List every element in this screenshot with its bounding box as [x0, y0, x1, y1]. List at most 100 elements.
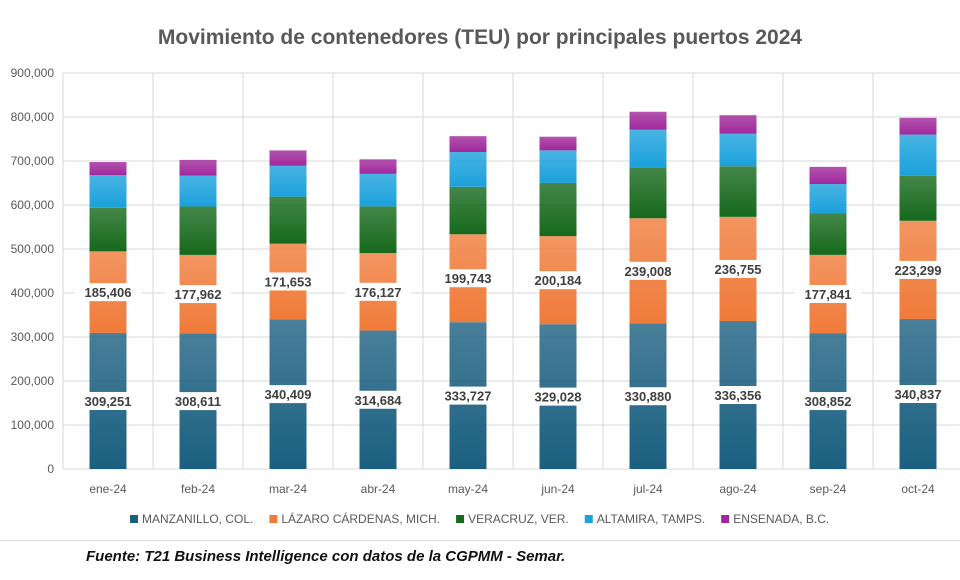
data-label-bg — [165, 285, 231, 304]
data-label-bg — [525, 271, 591, 290]
bar-segment — [449, 151, 487, 187]
legend-swatch — [130, 515, 138, 523]
divider — [0, 540, 960, 541]
bar-segment — [89, 175, 127, 208]
chart-title: Movimiento de contenedores (TEU) por pri… — [157, 26, 803, 49]
legend-swatch — [721, 515, 730, 523]
bar-segment — [449, 136, 487, 152]
y-tick-label: 200,000 — [11, 374, 55, 388]
bar-segment — [809, 166, 847, 185]
bar-segment — [719, 133, 757, 167]
data-label: 177,841 — [805, 287, 852, 302]
bar-segment — [269, 196, 307, 244]
legend-label: MANZANILLO, COL. — [142, 512, 253, 526]
bar-segment — [539, 150, 577, 183]
data-label-bg — [525, 387, 591, 406]
data-label: 309,251 — [85, 394, 132, 409]
bar-segment — [179, 206, 217, 255]
data-label-bg — [435, 386, 501, 405]
bar-segment — [629, 111, 667, 130]
data-label-bg — [615, 387, 681, 406]
x-tick-label: jul-24 — [632, 482, 663, 496]
data-label-bg — [795, 392, 861, 411]
data-label-bg — [885, 260, 951, 279]
y-tick-label: 800,000 — [11, 110, 55, 124]
data-label-bg — [75, 391, 141, 410]
y-tick-label: 500,000 — [11, 242, 55, 256]
x-tick-label: ago-24 — [719, 482, 757, 496]
bar-segment — [899, 175, 937, 221]
data-label: 185,406 — [85, 285, 132, 300]
data-label-bg — [795, 284, 861, 303]
data-label-bg — [255, 272, 321, 291]
data-label-bg — [345, 390, 411, 409]
x-tick-label: feb-24 — [181, 482, 215, 496]
x-tick-label: sep-24 — [810, 482, 847, 496]
data-label-bg — [345, 282, 411, 301]
bar-segment — [89, 207, 127, 252]
data-label: 340,409 — [265, 387, 312, 402]
legend-label: ALTAMIRA, TAMPS. — [597, 512, 705, 526]
x-tick-label: oct-24 — [901, 482, 935, 496]
data-label: 308,852 — [805, 394, 852, 409]
data-label: 314,684 — [355, 393, 403, 408]
bar-segment — [809, 184, 847, 214]
data-label: 200,184 — [535, 273, 583, 288]
legend-label: VERACRUZ, VER. — [468, 512, 569, 526]
y-tick-label: 600,000 — [11, 198, 55, 212]
data-label-bg — [705, 386, 771, 405]
bar-segment — [629, 167, 667, 219]
legend-swatch — [269, 515, 278, 523]
x-tick-label: ene-24 — [89, 482, 127, 496]
data-label: 176,127 — [355, 285, 402, 300]
data-label: 239,008 — [625, 264, 672, 279]
bar-segment — [719, 166, 757, 217]
bar-segment — [539, 136, 577, 151]
bar-segment — [449, 186, 487, 235]
bar-segment — [899, 134, 937, 176]
bar-segment — [269, 165, 307, 197]
legend-swatch — [456, 515, 465, 523]
data-label: 199,743 — [445, 271, 492, 286]
data-label: 177,962 — [175, 287, 222, 302]
data-label: 329,028 — [535, 390, 582, 405]
bar-segment — [89, 162, 127, 176]
data-label-bg — [615, 261, 681, 280]
bar-segment — [809, 213, 847, 255]
legend-label: LÁZARO CÁRDENAS, MICH. — [281, 511, 440, 526]
data-label: 330,880 — [625, 389, 672, 404]
data-label-bg — [705, 259, 771, 278]
data-label: 236,755 — [715, 262, 762, 277]
y-tick-label: 0 — [47, 462, 54, 476]
bar-segment — [359, 206, 397, 254]
y-tick-label: 700,000 — [11, 154, 55, 168]
bar-segment — [269, 150, 307, 166]
data-label: 171,653 — [265, 274, 312, 289]
data-label: 336,356 — [715, 388, 762, 403]
data-label-bg — [255, 385, 321, 404]
data-label: 223,299 — [895, 263, 942, 278]
bar-segment — [359, 173, 397, 207]
data-label-bg — [885, 385, 951, 404]
bar-segment — [629, 129, 667, 168]
y-tick-label: 400,000 — [11, 286, 55, 300]
bar-segment — [179, 159, 217, 176]
data-label-bg — [75, 283, 141, 302]
y-tick-label: 100,000 — [11, 418, 55, 432]
x-tick-label: jun-24 — [540, 482, 575, 496]
x-tick-label: may-24 — [448, 482, 488, 496]
data-label-bg — [435, 269, 501, 288]
data-label-bg — [165, 392, 231, 411]
bar-segment — [179, 175, 217, 207]
bar-segment — [359, 159, 397, 174]
x-tick-label: abr-24 — [361, 482, 396, 496]
x-tick-label: mar-24 — [269, 482, 307, 496]
source-note: Fuente: T21 Business Intelligence con da… — [86, 548, 566, 565]
bar-segment — [539, 182, 577, 237]
stacked-bar-chart: 0 100,000 200,000 300,000 400,000 500,000 600,… — [11, 66, 960, 526]
data-label: 333,727 — [445, 389, 492, 404]
y-tick-label: 900,000 — [11, 66, 55, 80]
y-tick-label: 300,000 — [11, 330, 55, 344]
legend-label: ENSENADA, B.C. — [733, 512, 829, 526]
